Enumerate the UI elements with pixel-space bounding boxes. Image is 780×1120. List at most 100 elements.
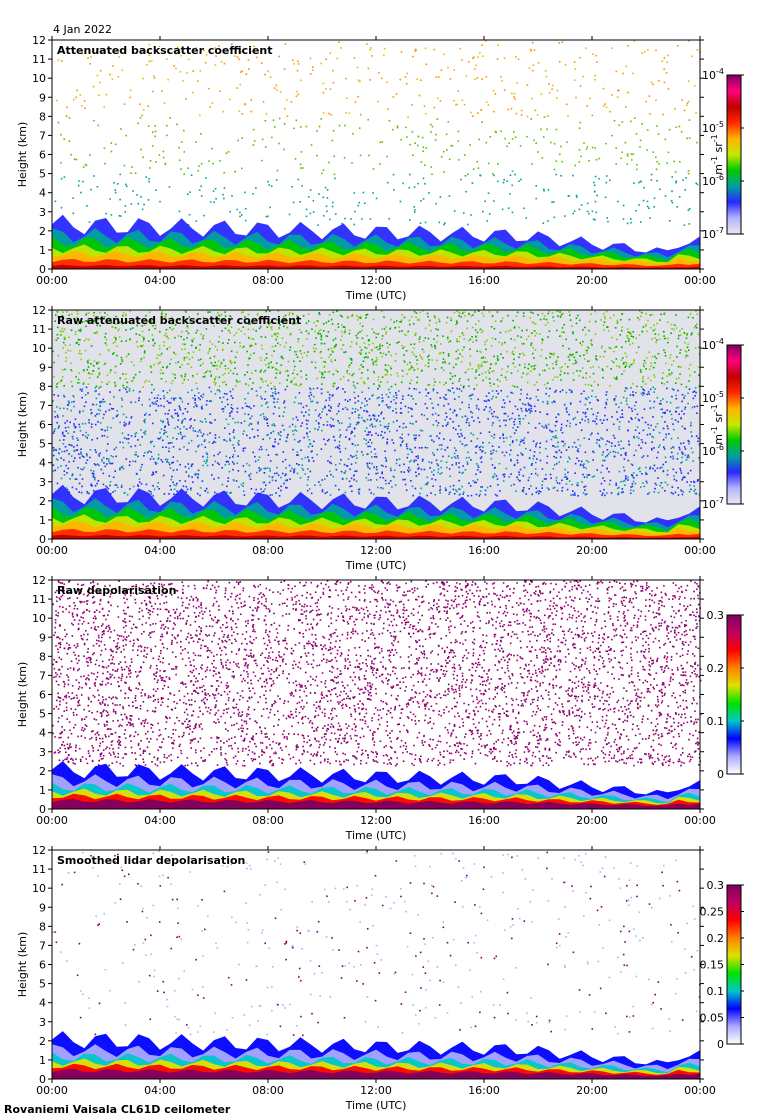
y-tick-label: 7 <box>39 399 46 412</box>
x-tick-label: 00:00 <box>36 814 68 827</box>
y-tick-label: 7 <box>39 939 46 952</box>
colorbar: 10-7 10-6 10-5 10-4 m-1 sr-1 <box>702 337 744 511</box>
colorbar-tick-label: 0.15 <box>700 959 725 972</box>
colorbar-tick-label: 10-6 <box>702 443 724 458</box>
y-axis-title: Height (km) <box>16 932 29 998</box>
y-tick-label: 10 <box>32 612 46 625</box>
y-tick-label: 12 <box>32 34 46 47</box>
x-tick-label: 16:00 <box>468 1084 500 1097</box>
x-tick-label: 00:00 <box>684 1084 716 1097</box>
date-label: 4 Jan 2022 <box>53 23 112 36</box>
plot-area <box>52 850 700 1079</box>
x-tick-label: 16:00 <box>468 274 500 287</box>
y-tick-label: 10 <box>32 882 46 895</box>
x-tick-label: 12:00 <box>360 544 392 557</box>
y-tick-label: 1 <box>39 784 46 797</box>
x-axis-title: Time (UTC) <box>345 289 407 302</box>
y-tick-label: 1 <box>39 1054 46 1067</box>
y-tick-label: 9 <box>39 91 46 104</box>
y-tick-label: 11 <box>32 593 46 606</box>
colorbar-tick-label: 0.1 <box>707 715 725 728</box>
y-tick-label: 4 <box>39 457 46 470</box>
y-tick-label: 5 <box>39 438 46 451</box>
y-tick-label: 11 <box>32 53 46 66</box>
y-axis-title: Height (km) <box>16 122 29 188</box>
x-tick-label: 00:00 <box>684 274 716 287</box>
colorbar-tick-label: 0.05 <box>700 1012 725 1025</box>
y-tick-label: 7 <box>39 129 46 142</box>
x-tick-label: 04:00 <box>144 1084 176 1097</box>
colorbar-tick-label: 0.3 <box>707 879 725 892</box>
y-tick-label: 2 <box>39 225 46 238</box>
x-tick-label: 04:00 <box>144 274 176 287</box>
x-tick-label: 00:00 <box>36 544 68 557</box>
colorbar-tick-label: 0.2 <box>707 662 725 675</box>
x-tick-label: 00:00 <box>684 544 716 557</box>
x-axis-title: Time (UTC) <box>345 829 407 842</box>
y-tick-label: 11 <box>32 323 46 336</box>
colorbar-tick-label: 0.1 <box>707 985 725 998</box>
x-axis-title: Time (UTC) <box>345 559 407 572</box>
y-tick-label: 11 <box>32 863 46 876</box>
y-tick-label: 1 <box>39 514 46 527</box>
y-tick-label: 1 <box>39 244 46 257</box>
colorbar-tick-label: 0 <box>717 768 724 781</box>
y-tick-label: 0 <box>39 263 46 276</box>
x-tick-label: 00:00 <box>684 814 716 827</box>
colorbar-tick-label: 10-5 <box>702 390 724 405</box>
panel-title: Smoothed lidar depolarisation <box>57 854 245 867</box>
y-tick-label: 9 <box>39 631 46 644</box>
y-tick-label: 6 <box>39 689 46 702</box>
boundary-layer <box>52 761 700 809</box>
y-tick-label: 10 <box>32 72 46 85</box>
colorbar-scale <box>726 884 742 1045</box>
y-tick-label: 12 <box>32 574 46 587</box>
colorbar-tick-label: 10-7 <box>702 496 724 511</box>
y-tick-label: 6 <box>39 149 46 162</box>
y-axis-title: Height (km) <box>16 392 29 458</box>
x-tick-label: 20:00 <box>576 544 608 557</box>
field-texture <box>52 310 702 497</box>
boundary-layer <box>52 214 700 269</box>
colorbar-scale <box>726 614 742 775</box>
y-tick-label: 5 <box>39 978 46 991</box>
y-tick-label: 8 <box>39 920 46 933</box>
colorbar-scale <box>726 344 742 505</box>
x-tick-label: 20:00 <box>576 814 608 827</box>
y-tick-label: 4 <box>39 187 46 200</box>
colorbar-tick-label: 0.3 <box>707 609 725 622</box>
y-tick-label: 6 <box>39 959 46 972</box>
colorbar-scale <box>726 74 742 235</box>
colorbar: 0 0.1 0.2 0.3 <box>707 609 744 781</box>
y-tick-label: 5 <box>39 708 46 721</box>
y-tick-label: 3 <box>39 1016 46 1029</box>
x-tick-label: 04:00 <box>144 544 176 557</box>
y-tick-label: 3 <box>39 476 46 489</box>
y-tick-label: 9 <box>39 361 46 374</box>
field-texture <box>52 580 702 767</box>
x-tick-label: 04:00 <box>144 814 176 827</box>
colorbar-tick-label: 10-6 <box>702 173 724 188</box>
x-tick-label: 12:00 <box>360 1084 392 1097</box>
y-axis-title: Height (km) <box>16 662 29 728</box>
y-tick-label: 3 <box>39 206 46 219</box>
x-tick-label: 20:00 <box>576 1084 608 1097</box>
colorbar-tick-label: 0 <box>717 1038 724 1051</box>
colorbar-tick-label: 10-7 <box>702 226 724 241</box>
colorbar-tick-label: 10-4 <box>702 67 724 82</box>
x-tick-label: 16:00 <box>468 814 500 827</box>
panel-4: Smoothed lidar depolarisation01234567891… <box>16 844 744 1112</box>
x-tick-label: 00:00 <box>36 1084 68 1097</box>
y-tick-label: 4 <box>39 997 46 1010</box>
panel-2: Raw attenuated backscatter coefficient 0 1… <box>16 304 744 572</box>
panel-title: Raw attenuated backscatter coefficient <box>57 314 301 327</box>
colorbar-unit-label: m-1 sr-1 <box>710 404 725 444</box>
panel-title: Raw depolarisation <box>57 584 176 597</box>
x-tick-label: 12:00 <box>360 814 392 827</box>
colorbar-tick-label: 0.2 <box>707 932 725 945</box>
y-tick-label: 4 <box>39 727 46 740</box>
y-tick-label: 3 <box>39 746 46 759</box>
x-tick-label: 08:00 <box>252 1084 284 1097</box>
